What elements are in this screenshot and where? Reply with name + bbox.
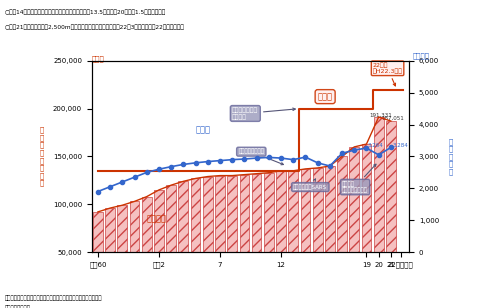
Bar: [313, 168, 323, 252]
Text: 燃料高騰
リーマンショック: 燃料高騰 リーマンショック: [342, 164, 376, 193]
Bar: [276, 171, 286, 252]
Text: 資料）国土交通省: 資料）国土交通省: [5, 305, 31, 308]
Y-axis label: 発
着
枠
・
発
着
回
数: 発 着 枠 ・ 発 着 回 数: [39, 127, 44, 186]
Bar: [301, 169, 310, 252]
Bar: [191, 178, 200, 252]
Bar: [130, 201, 139, 252]
Bar: [154, 190, 164, 252]
Text: （回）: （回）: [92, 55, 105, 62]
Text: 187,051: 187,051: [381, 116, 404, 121]
Text: 発着回数: 発着回数: [147, 214, 167, 223]
Bar: [93, 212, 103, 252]
Bar: [203, 176, 213, 252]
Bar: [118, 205, 127, 252]
Text: ○平成14年の暫定平行滑走路供用開始で、発着枠は13.5万回から20万回（1.5倍）に増加。: ○平成14年の暫定平行滑走路供用開始で、発着枠は13.5万回から20万回（1.5…: [5, 9, 166, 15]
Bar: [374, 117, 384, 252]
Bar: [252, 174, 261, 252]
Y-axis label: 航
空
旅
客
数: 航 空 旅 客 数: [448, 138, 453, 175]
Bar: [362, 144, 371, 252]
Bar: [142, 197, 152, 252]
Bar: [264, 173, 274, 252]
Bar: [215, 176, 225, 252]
Text: ○平成21年の北伸による2,500m平行滑走路の供用開始で、平成22年3月に発着枠は22万回に増加。: ○平成21年の北伸による2,500m平行滑走路の供用開始で、平成22年3月に発着…: [5, 25, 185, 30]
Text: 22万回
（H22.3～）: 22万回 （H22.3～）: [372, 62, 402, 86]
Text: 191,331: 191,331: [369, 112, 392, 117]
Text: （注）　旅客数については、延べ人数（乗継客をダブルカウント）: （注） 旅客数については、延べ人数（乗継客をダブルカウント）: [5, 296, 102, 301]
Text: （万人）: （万人）: [413, 53, 430, 59]
Bar: [337, 156, 347, 252]
Bar: [386, 121, 396, 252]
Text: 暫定平行滑走路
供用開始: 暫定平行滑走路 供用開始: [232, 107, 295, 120]
Bar: [240, 175, 249, 252]
Bar: [105, 208, 115, 252]
Bar: [166, 185, 176, 252]
Text: 発着枠: 発着枠: [318, 92, 333, 101]
Bar: [179, 181, 188, 252]
Text: 3,284: 3,284: [392, 142, 408, 147]
Bar: [288, 171, 298, 252]
Text: 3,264: 3,264: [368, 143, 383, 148]
Text: 旅客数: 旅客数: [195, 126, 211, 135]
Bar: [325, 166, 335, 252]
Bar: [349, 147, 359, 252]
Bar: [227, 176, 237, 252]
Text: イラク戦争・SARS: イラク戦争・SARS: [293, 179, 327, 190]
Text: 米国同時多発テロ: 米国同時多発テロ: [238, 149, 283, 165]
